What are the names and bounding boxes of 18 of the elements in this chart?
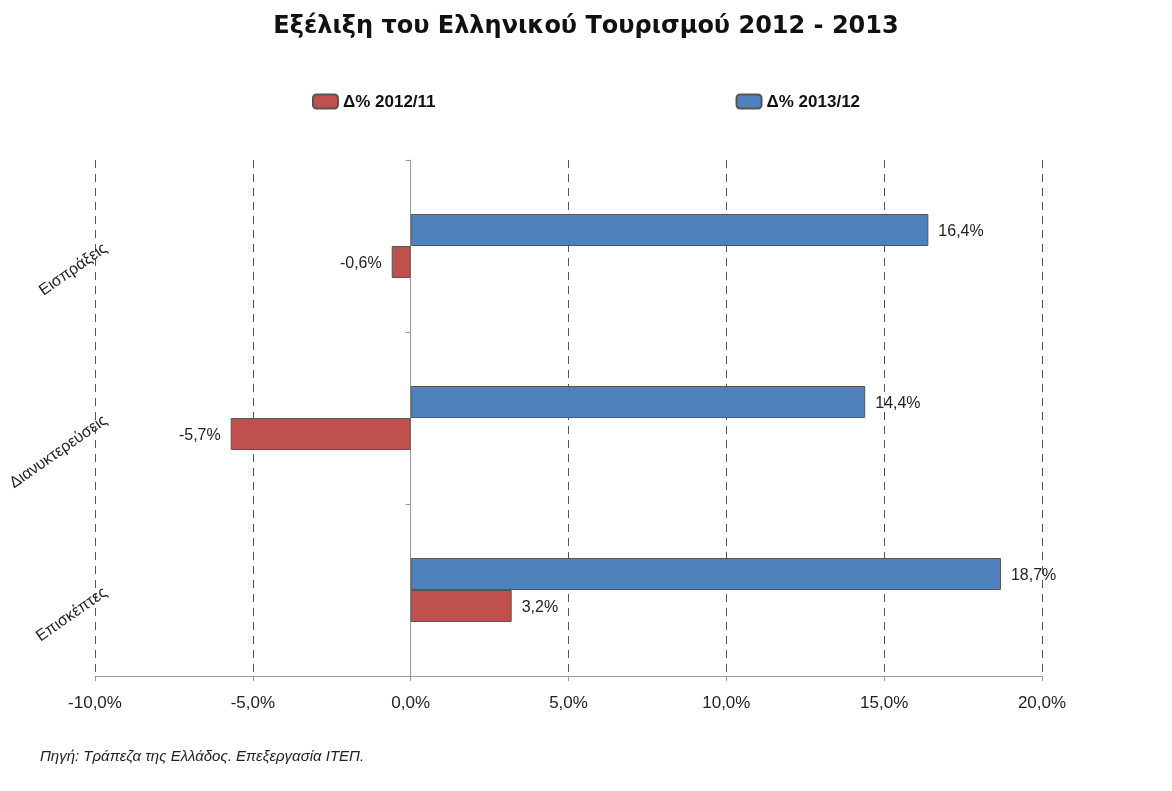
x-tick-label: 20,0% — [1017, 693, 1067, 712]
x-tick-label: -5,0% — [230, 693, 276, 712]
data-label: -5,7% — [178, 425, 221, 443]
legend-label: Δ% 2013/12 — [766, 92, 861, 111]
x-tick-label: -10,0% — [68, 693, 122, 712]
text: Πηγή: Τράπεζα της Ελλάδος. Επεξεργασία ΙΤΕΠ. — [40, 747, 365, 764]
x-tick-label: 10,0% — [702, 693, 751, 712]
data-label: 16,4% — [938, 221, 984, 239]
data-label: 18,7% — [1010, 565, 1057, 583]
chart-title: Εξέλιξη του Ελληνικού Τουρισμού 2012 - 2013 — [273, 11, 899, 39]
data-label: -0,6% — [339, 253, 382, 271]
data-label: 3,2% — [521, 597, 559, 615]
legend-label: Δ% 2012/11 — [342, 92, 436, 111]
bar — [391, 246, 411, 278]
data-label: 14,4% — [875, 393, 921, 411]
x-tick-label: 0,0% — [391, 693, 431, 712]
x-tick-label: 5,0% — [549, 693, 588, 712]
x-tick-label: 15,0% — [860, 693, 909, 712]
